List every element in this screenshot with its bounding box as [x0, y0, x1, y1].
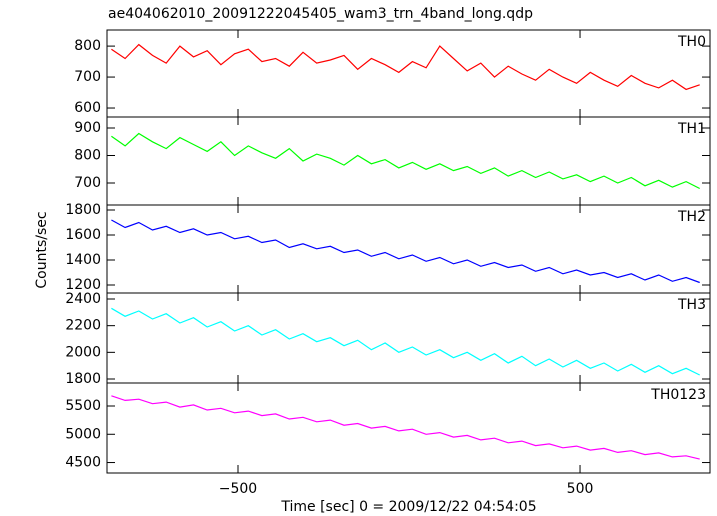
- y-tick-label: 800: [74, 148, 101, 164]
- x-tick-label: 500: [567, 481, 594, 497]
- panel-frame: [106, 382, 711, 474]
- data-line: [111, 307, 700, 376]
- y-tick-label: 1400: [65, 252, 101, 268]
- x-axis-label: Time [sec] 0 = 2009/12/22 04:54:05: [280, 499, 536, 515]
- panel-frame: [106, 204, 711, 294]
- y-tick-label: 1600: [65, 227, 101, 243]
- chart-title: ae404062010_20091222045405_wam3_trn_4ban…: [108, 6, 533, 22]
- y-tick-label: 800: [74, 38, 101, 54]
- data-line: [111, 132, 700, 190]
- y-tick-label: 2400: [65, 291, 101, 307]
- data-line: [111, 395, 700, 460]
- series-label: TH0: [677, 34, 706, 50]
- y-tick-label: 5500: [65, 398, 101, 414]
- y-tick-label: 1800: [65, 202, 101, 218]
- x-tick-label: −500: [219, 481, 257, 497]
- series-label: TH0123: [650, 387, 706, 403]
- y-tick-label: 1800: [65, 371, 101, 387]
- panel-frame: [106, 116, 711, 206]
- y-tick-label: 2000: [65, 344, 101, 360]
- series-label: TH2: [677, 209, 706, 225]
- y-tick-label: 4500: [65, 455, 101, 471]
- y-tick-label: 600: [74, 100, 101, 116]
- y-tick-label: 5000: [65, 426, 101, 442]
- y-tick-label: 700: [74, 69, 101, 85]
- data-line: [111, 219, 700, 284]
- data-line: [111, 43, 700, 91]
- y-axis-label: Counts/sec: [34, 211, 50, 288]
- y-tick-label: 900: [74, 120, 101, 136]
- panel-frame: [106, 29, 711, 118]
- series-label: TH1: [677, 121, 706, 137]
- series-label: TH3: [677, 297, 706, 313]
- y-tick-label: 700: [74, 175, 101, 191]
- y-tick-label: 1200: [65, 277, 101, 293]
- y-tick-label: 2200: [65, 318, 101, 334]
